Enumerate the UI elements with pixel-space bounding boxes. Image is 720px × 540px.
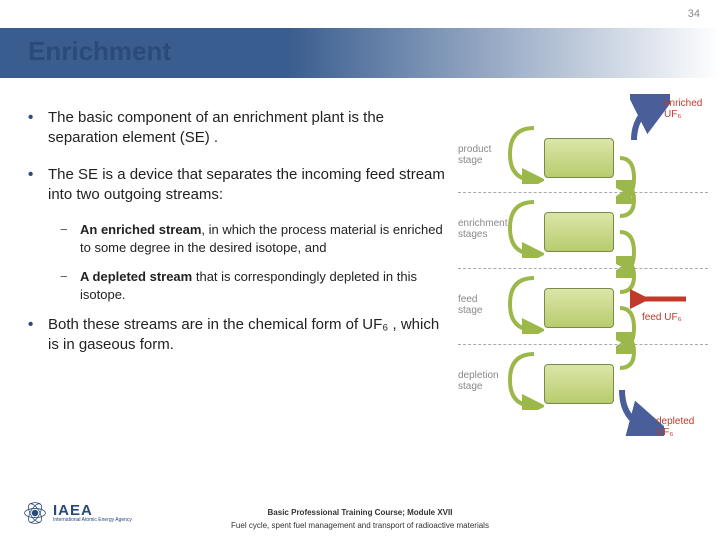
enriched-label: enriched UF₆ [664,98,702,120]
dash-mark-icon: − [60,221,80,256]
depletion-stage-label: depletion stage [458,370,499,392]
feed-stage-row: feed stage [458,274,708,346]
recycle-arrow-icon [504,274,544,334]
sub-bullet-1-bold: An enriched stream [80,222,201,237]
bullet-3-text: Both these streams are in the chemical f… [48,315,448,356]
bullet-3: • Both these streams are in the chemical… [28,315,448,356]
enrichment-stage-label: enrichment stages [458,218,507,240]
bullet-mark-icon: • [28,165,48,206]
feed-input-arrow-icon [630,288,690,310]
recycle-arrow-icon [504,350,544,410]
stage-divider [458,268,708,269]
stage-box [544,288,614,328]
sub-bullet-2-text: A depleted stream that is correspondingl… [80,268,448,303]
product-stage-label: product stage [458,144,491,166]
footer-line-1: Basic Professional Training Course; Modu… [0,508,720,517]
stage-box [544,138,614,178]
bullet-1-text: The basic component of an enrichment pla… [48,108,448,149]
dash-mark-icon: − [60,268,80,303]
stage-divider [458,344,708,345]
page-number: 34 [688,8,700,20]
cascade-diagram: enriched UF₆ product stage enrichment st… [458,100,708,460]
stage-box [544,364,614,404]
recycle-arrow-icon [504,124,544,184]
sub-bullet-2: − A depleted stream that is correspondin… [60,268,448,303]
up-arrow-icon [616,332,638,372]
bullet-2-text: The SE is a device that separates the in… [48,165,448,206]
depletion-stage-row: depletion stage [458,350,708,422]
bullet-1: • The basic component of an enrichment p… [28,108,448,149]
footer: Basic Professional Training Course; Modu… [0,508,720,530]
slide-title: Enrichment [28,36,171,67]
recycle-arrow-icon [504,198,544,258]
sub-bullet-2-bold: A depleted stream [80,269,192,284]
sub-bullet-1: − An enriched stream, in which the proce… [60,221,448,256]
depleted-label: depleted UF₆ [656,416,694,438]
feed-label: feed UF₆ [642,312,682,323]
enrichment-stage-row: enrichment stages [458,198,708,270]
bullet-mark-icon: • [28,315,48,356]
sub-bullet-1-text: An enriched stream, in which the process… [80,221,448,256]
footer-line-2: Fuel cycle, spent fuel management and tr… [0,521,720,530]
product-stage-row: product stage [458,124,708,196]
bullet-2: • The SE is a device that separates the … [28,165,448,206]
up-arrow-icon [616,180,638,220]
stage-divider [458,192,708,193]
stage-box [544,212,614,252]
bullet-mark-icon: • [28,108,48,149]
feed-stage-label: feed stage [458,294,482,316]
content-area: • The basic component of an enrichment p… [28,108,448,372]
